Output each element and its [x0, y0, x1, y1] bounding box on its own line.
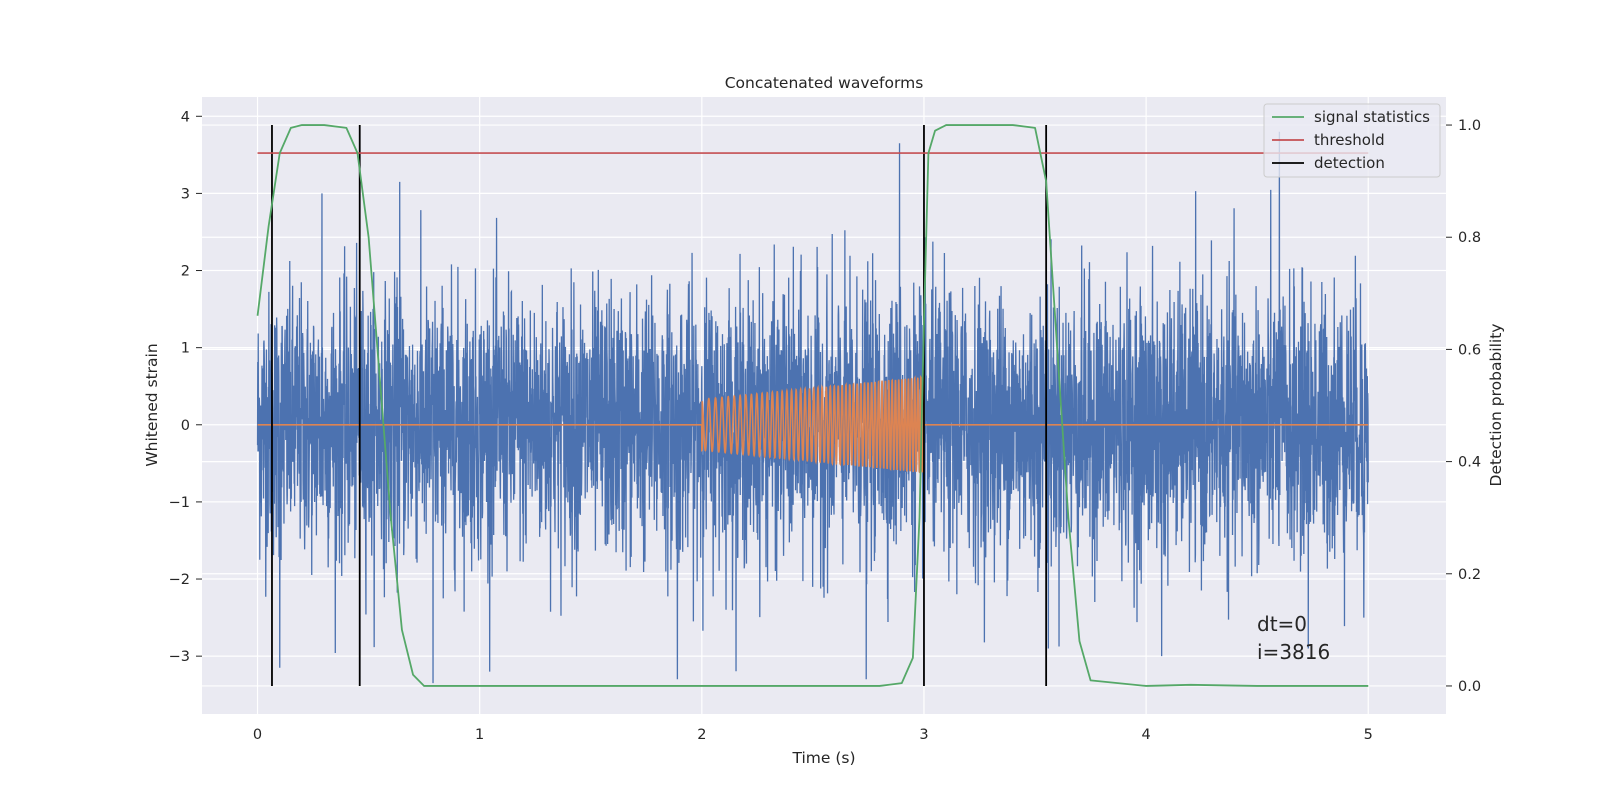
- y2-axis-label: Detection probability: [1487, 324, 1505, 487]
- y2-tick-label: 0.2: [1458, 567, 1481, 583]
- y-axis-label: Whitened strain: [143, 343, 161, 466]
- x-tick-label: 3: [919, 727, 928, 743]
- legend-detection-label: detection: [1314, 154, 1385, 172]
- chart-title: Concatenated waveforms: [725, 74, 924, 92]
- y-tick-label: −3: [169, 649, 190, 665]
- detection-lines: [271, 125, 1048, 686]
- axis-ticks: 0 1 2 3 4 5 −3 −2 −1 0 1 2 3 4 0.0 0.2 0.4 0.6 0.8 1.0: [169, 109, 1481, 743]
- y2-tick-label: 0.8: [1458, 230, 1481, 246]
- y-tick-label: 0: [181, 418, 190, 434]
- y2-tick-label: 0.4: [1458, 455, 1481, 471]
- x-tick-label: 4: [1141, 727, 1150, 743]
- x-tick-label: 5: [1364, 727, 1373, 743]
- y-tick-label: −2: [169, 572, 190, 588]
- y-tick-label: 3: [181, 186, 190, 202]
- y2-tick-label: 0.6: [1458, 342, 1481, 358]
- x-tick-label: 1: [475, 727, 484, 743]
- x-tick-label: 0: [253, 727, 262, 743]
- legend-signal-statistics-label: signal statistics: [1314, 108, 1430, 126]
- x-tick-label: 2: [697, 727, 706, 743]
- y2-tick-label: 1.0: [1458, 118, 1481, 134]
- y-tick-label: 4: [181, 109, 190, 125]
- legend-box: [1263, 103, 1441, 178]
- template-line: [257, 374, 1369, 474]
- y-tick-label: 2: [181, 264, 190, 280]
- y-tick-label: −1: [169, 495, 190, 511]
- legend-threshold-label: threshold: [1314, 131, 1385, 149]
- template-series: [257, 374, 1369, 474]
- legend: signal statistics threshold detection: [1263, 103, 1441, 178]
- signal-statistics-series: [256, 124, 1369, 687]
- y-tick-label: 1: [181, 341, 190, 357]
- signal-statistics-line: [256, 124, 1369, 687]
- y2-tick-label: 0.0: [1458, 679, 1481, 695]
- x-axis-label: Time (s): [791, 749, 855, 767]
- annotation-dt: dt=0: [1257, 612, 1307, 636]
- annotation-index: i=3816: [1257, 640, 1330, 664]
